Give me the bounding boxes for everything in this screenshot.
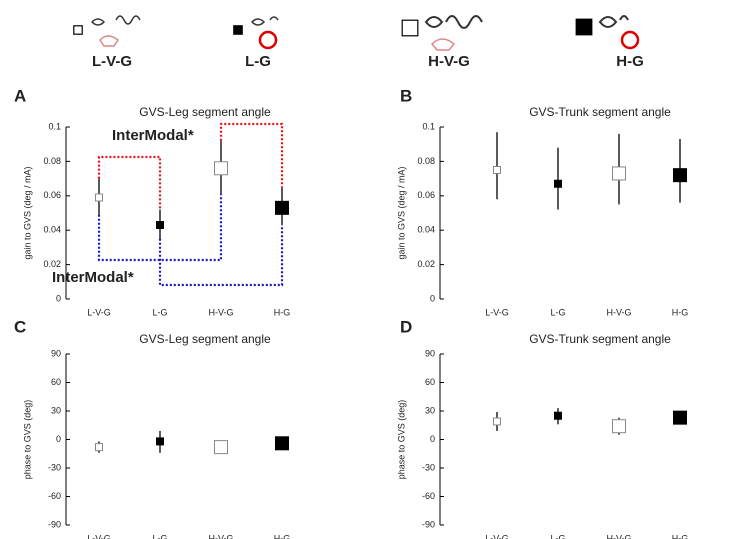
marker <box>493 417 501 426</box>
y-tick-label: 0 <box>56 434 61 444</box>
y-axis-label: gain to GVS (deg / mA) <box>396 166 406 259</box>
y-tick-label: 0 <box>430 293 435 303</box>
legend-marker <box>401 19 419 37</box>
legend-marker <box>233 25 243 35</box>
icon <box>250 16 279 26</box>
marker <box>673 410 687 425</box>
marker <box>612 419 626 434</box>
icon <box>430 38 456 51</box>
legend-label: H-G <box>616 53 644 70</box>
y-tick-label: 30 <box>425 405 435 415</box>
chart-title: GVS-Leg segment angle <box>139 105 271 119</box>
marker <box>156 437 164 446</box>
panel-label: D <box>400 317 412 336</box>
legend-label: H-V-G <box>428 53 470 70</box>
x-tick-label: L-V-G <box>485 533 509 539</box>
y-tick-label: -60 <box>422 491 435 501</box>
marker <box>554 179 562 188</box>
icon <box>598 15 629 28</box>
x-tick-label: H-G <box>274 307 291 317</box>
y-tick-label: -60 <box>48 491 61 501</box>
marker <box>156 221 164 230</box>
icon <box>424 15 483 29</box>
panel-label: C <box>14 317 26 336</box>
legend-marker <box>575 18 593 36</box>
bracket <box>219 122 284 188</box>
y-tick-label: -90 <box>48 519 61 529</box>
icon <box>99 35 120 47</box>
y-tick-label: 0.08 <box>417 156 435 166</box>
y-tick-label: 0.06 <box>43 190 61 200</box>
marker <box>95 193 103 202</box>
chart-title: GVS-Leg segment angle <box>139 332 271 346</box>
icon <box>620 30 640 50</box>
y-tick-label: 30 <box>51 405 61 415</box>
y-tick-label: 0 <box>56 293 61 303</box>
x-tick-label: L-G <box>152 307 167 317</box>
x-tick-label: H-V-G <box>606 533 631 539</box>
y-axis-label: gain to GVS (deg / mA) <box>22 166 32 259</box>
annotation: InterModal* <box>112 127 194 144</box>
x-tick-label: L-G <box>550 533 565 539</box>
x-tick-label: H-G <box>672 533 689 539</box>
legend-label: L-V-G <box>92 53 132 70</box>
x-tick-label: H-V-G <box>208 307 233 317</box>
icon <box>90 15 141 26</box>
bracket <box>97 194 223 262</box>
y-tick-label: 0.06 <box>417 190 435 200</box>
y-tick-label: 90 <box>51 348 61 358</box>
x-tick-label: H-V-G <box>606 307 631 317</box>
marker <box>612 166 626 181</box>
x-tick-label: L-V-G <box>485 307 509 317</box>
marker <box>214 161 228 176</box>
panel-label: B <box>400 86 412 105</box>
bracket <box>97 155 162 210</box>
y-axis-label: phase to GVS (deg) <box>396 400 406 480</box>
y-tick-label: -30 <box>48 462 61 472</box>
annotation: InterModal* <box>52 269 134 286</box>
y-tick-label: -30 <box>422 462 435 472</box>
y-tick-label: 90 <box>425 348 435 358</box>
x-tick-label: L-V-G <box>87 533 111 539</box>
chart-title: GVS-Trunk segment angle <box>529 105 671 119</box>
y-tick-label: 0.02 <box>417 259 435 269</box>
panel-label: A <box>14 86 26 105</box>
legend-label: L-G <box>245 53 271 70</box>
x-tick-label: L-G <box>152 533 167 539</box>
marker <box>275 436 289 451</box>
icon <box>258 30 278 50</box>
y-tick-label: 0 <box>430 434 435 444</box>
y-tick-label: -90 <box>422 519 435 529</box>
x-tick-label: H-G <box>274 533 291 539</box>
y-tick-label: 60 <box>51 377 61 387</box>
x-tick-label: H-V-G <box>208 533 233 539</box>
x-tick-label: L-G <box>550 307 565 317</box>
marker <box>95 443 103 452</box>
x-tick-label: L-V-G <box>87 307 111 317</box>
marker <box>673 168 687 183</box>
marker <box>493 166 501 174</box>
y-tick-label: 0.02 <box>43 259 61 269</box>
y-tick-label: 0.08 <box>43 156 61 166</box>
marker <box>275 200 289 215</box>
y-tick-label: 0.04 <box>43 225 61 235</box>
y-tick-label: 60 <box>425 377 435 387</box>
x-tick-label: H-G <box>672 307 689 317</box>
legend-marker <box>73 25 83 35</box>
marker <box>214 440 228 455</box>
header-icons <box>90 15 640 51</box>
y-axis-label: phase to GVS (deg) <box>22 400 32 480</box>
y-tick-label: 0.1 <box>422 121 435 131</box>
y-tick-label: 0.1 <box>48 121 61 131</box>
marker <box>554 411 562 420</box>
y-tick-label: 0.04 <box>417 225 435 235</box>
chart-title: GVS-Trunk segment angle <box>529 332 671 346</box>
